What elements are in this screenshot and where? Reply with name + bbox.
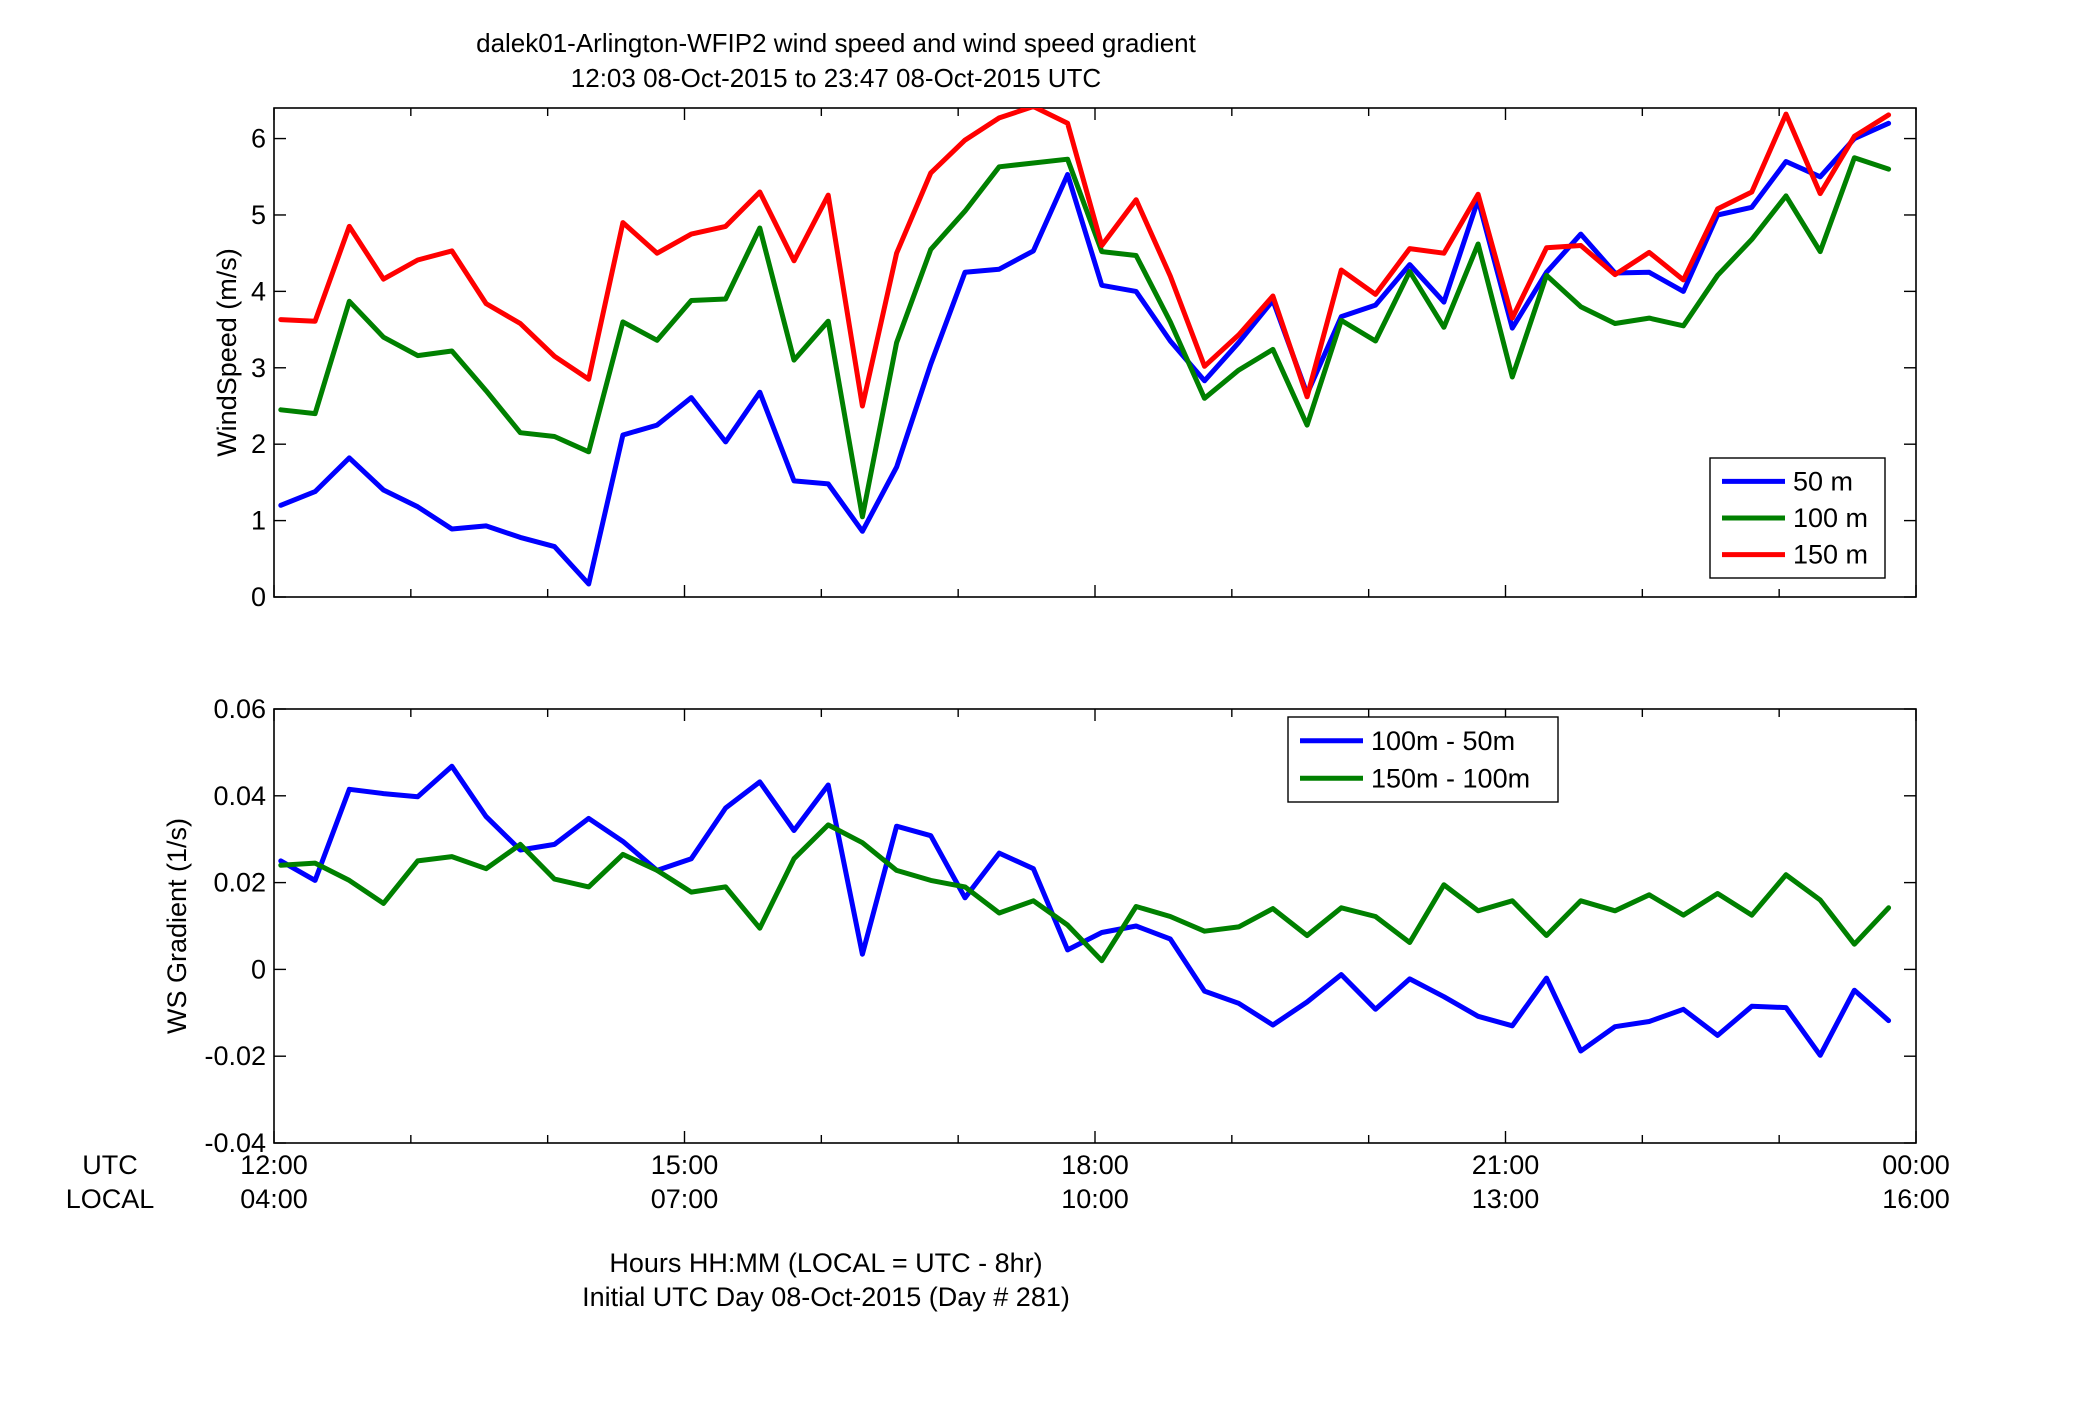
wind-speed-ytick-label: 1 [251, 506, 266, 536]
wind-speed-panel: 0 1 2 3 4 5 6 WindSpeed (m/s) 50 m 100 m 150 m [212, 107, 1917, 612]
gradient-y-axis-label: WS Gradient (1/s) [162, 818, 192, 1034]
gradient-legend-label-150m-100m: 150m - 100m [1371, 763, 1530, 793]
xtick-utc-label: 21:00 [1472, 1150, 1540, 1180]
wind-speed-ytick-label: 0 [251, 582, 266, 612]
xtick-utc-label: 18:00 [1061, 1150, 1129, 1180]
xtick-local-label: 07:00 [651, 1184, 719, 1214]
wind-speed-legend-label-50-m: 50 m [1793, 466, 1853, 496]
gradient-legend: 100m - 50m 150m - 100m [1287, 716, 1559, 803]
gradient-ytick-label: 0.06 [213, 694, 266, 724]
gradient-plot-frame [273, 708, 1917, 1144]
wind-speed-ytick-label: 5 [251, 200, 266, 230]
wind-speed-legend: 50 m 100 m 150 m [1709, 457, 1886, 579]
gradient-ytick-label: 0.04 [213, 781, 266, 811]
gradient-series-100m-50m-line [278, 763, 1892, 1058]
wind-speed-legend-label-100-m: 100 m [1793, 503, 1868, 533]
wind-speed-ytick-label: 4 [251, 276, 266, 306]
utc-row-label: UTC [82, 1150, 138, 1180]
wind-speed-legend-box [1709, 457, 1886, 579]
gradient-ytick-label: 0 [251, 954, 266, 984]
gradient-series-150m-100m-line [278, 822, 1892, 964]
figure-title-line2: 12:03 08-Oct-2015 to 23:47 08-Oct-2015 U… [571, 63, 1101, 93]
xtick-local-label: 16:00 [1882, 1184, 1950, 1214]
wind-speed-ytick-label: 2 [251, 429, 266, 459]
wind-speed-gradient-panel: -0.04 -0.02 0 0.02 0.04 0.06 WS Gradient (1/s)… [162, 694, 1917, 1158]
shared-time-axis: UTC LOCAL 12:00 04:00 15:00 07:00 18:00 10:00… [66, 1150, 1950, 1214]
local-row-label: LOCAL [66, 1184, 155, 1214]
gradient-ytick-label: -0.04 [204, 1128, 266, 1158]
wind-speed-ytick-label: 3 [251, 353, 266, 383]
wind-speed-ytick-label: 6 [251, 124, 266, 154]
wind-speed-y-axis-label: WindSpeed (m/s) [212, 248, 242, 457]
gradient-ytick-label: -0.02 [204, 1041, 266, 1071]
wind-speed-series-150-m-line [278, 108, 1892, 409]
xtick-utc-label: 00:00 [1882, 1150, 1950, 1180]
gradient-legend-box [1287, 716, 1559, 803]
x-axis-label-line1: Hours HH:MM (LOCAL = UTC - 8hr) [609, 1248, 1042, 1278]
gradient-ytick-label: 0.02 [213, 868, 266, 898]
xtick-local-label: 04:00 [240, 1184, 308, 1214]
xtick-local-label: 13:00 [1472, 1184, 1540, 1214]
xtick-utc-label: 15:00 [651, 1150, 719, 1180]
gradient-legend-label-100m-50m: 100m - 50m [1371, 726, 1515, 756]
x-axis-label-line2: Initial UTC Day 08-Oct-2015 (Day # 281) [582, 1282, 1070, 1312]
wind-speed-series-100-m-line [278, 155, 1892, 520]
xtick-utc-label: 12:00 [240, 1150, 308, 1180]
wind-speed-legend-label-150-m: 150 m [1793, 540, 1868, 570]
xtick-local-label: 10:00 [1061, 1184, 1129, 1214]
wind-speed-plot-frame [273, 107, 1917, 598]
figure-title-line1: dalek01-Arlington-WFIP2 wind speed and w… [476, 28, 1197, 58]
